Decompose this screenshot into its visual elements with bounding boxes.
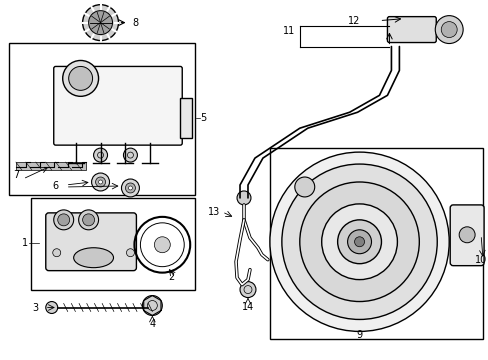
Circle shape — [68, 67, 92, 90]
Circle shape — [321, 204, 397, 280]
Text: 5: 5 — [200, 113, 206, 123]
Circle shape — [294, 177, 314, 197]
Circle shape — [458, 227, 474, 243]
FancyBboxPatch shape — [386, 17, 435, 42]
Text: 7: 7 — [13, 170, 19, 180]
Text: 4: 4 — [149, 319, 155, 329]
Text: 11: 11 — [282, 26, 294, 36]
Circle shape — [82, 5, 118, 41]
Circle shape — [123, 148, 137, 162]
FancyBboxPatch shape — [449, 205, 483, 266]
Circle shape — [347, 230, 371, 254]
Circle shape — [281, 164, 436, 319]
Text: 12: 12 — [347, 15, 359, 26]
Circle shape — [299, 182, 419, 302]
Bar — [9, 42, 195, 195]
Circle shape — [154, 237, 170, 253]
Circle shape — [53, 249, 61, 257]
Circle shape — [99, 180, 102, 184]
Circle shape — [95, 177, 105, 187]
Circle shape — [128, 186, 132, 190]
Circle shape — [54, 210, 74, 230]
Circle shape — [142, 296, 162, 315]
FancyBboxPatch shape — [54, 67, 182, 145]
Text: 9: 9 — [356, 330, 362, 341]
Circle shape — [91, 173, 109, 191]
Circle shape — [46, 302, 58, 314]
Circle shape — [440, 22, 456, 37]
Circle shape — [121, 179, 139, 197]
Text: 13: 13 — [207, 207, 220, 217]
Circle shape — [240, 282, 255, 298]
Circle shape — [125, 183, 135, 193]
Circle shape — [79, 210, 99, 230]
Circle shape — [62, 60, 99, 96]
Circle shape — [354, 237, 364, 247]
Ellipse shape — [74, 248, 113, 268]
Text: 10: 10 — [474, 255, 486, 265]
Bar — [180, 98, 192, 138]
Circle shape — [126, 249, 134, 257]
Circle shape — [82, 214, 94, 226]
Circle shape — [337, 220, 381, 264]
Text: 2: 2 — [168, 272, 174, 282]
Circle shape — [93, 148, 107, 162]
Circle shape — [237, 191, 250, 205]
Circle shape — [269, 152, 448, 332]
Bar — [16, 162, 85, 170]
Circle shape — [434, 15, 462, 44]
Bar — [269, 148, 482, 339]
Circle shape — [88, 11, 112, 35]
Text: 1: 1 — [21, 238, 28, 248]
Circle shape — [58, 214, 69, 226]
Text: 14: 14 — [242, 302, 254, 311]
Text: 6: 6 — [53, 181, 59, 191]
Text: 3: 3 — [33, 302, 39, 312]
FancyBboxPatch shape — [46, 213, 136, 271]
Bar — [31, 198, 195, 289]
Text: 8: 8 — [132, 18, 138, 28]
